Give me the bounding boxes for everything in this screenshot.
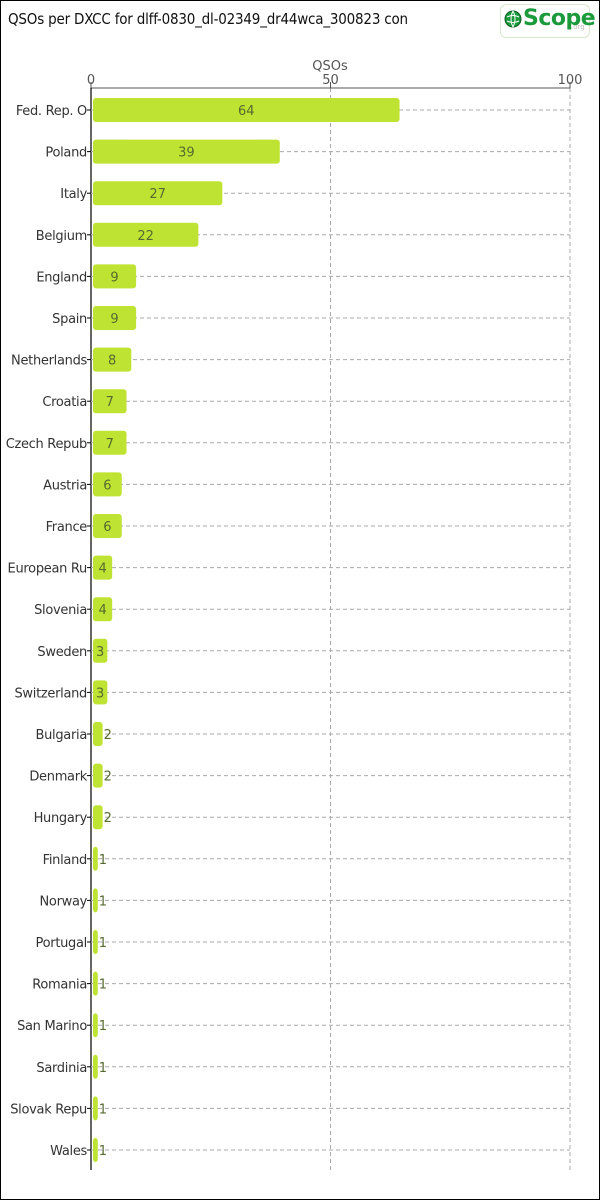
bar[interactable] xyxy=(93,763,103,788)
bar[interactable] xyxy=(93,347,132,372)
bar[interactable] xyxy=(93,638,108,663)
bars xyxy=(93,98,400,1162)
bar-value-label: 2 xyxy=(104,728,112,743)
category-label: Fed. Rep. O xyxy=(16,104,87,119)
bar-value-label: 1 xyxy=(99,1144,107,1159)
category-label: Portugal xyxy=(36,936,87,951)
x-axis-title: QSOs xyxy=(312,59,348,74)
logo-suffix: .org xyxy=(571,23,585,31)
category-label: England xyxy=(36,270,87,285)
x-tick-label: 0 xyxy=(87,73,95,88)
x-tick-label: 100 xyxy=(558,73,583,88)
bar[interactable] xyxy=(93,514,122,538)
bar[interactable] xyxy=(93,1138,98,1162)
bar-value-label: 9 xyxy=(110,312,118,327)
category-label: Norway xyxy=(39,894,87,909)
bar-value-label: 3 xyxy=(96,686,104,701)
category-label: Sweden xyxy=(37,645,87,660)
category-label: Romania xyxy=(32,978,87,993)
bar-value-label: 27 xyxy=(149,187,166,202)
bar-value-label: 1 xyxy=(99,978,107,993)
category-label: Switzerland xyxy=(14,686,87,701)
category-label: Belgium xyxy=(36,229,87,244)
category-label: Austria xyxy=(43,478,87,493)
bar-value-label: 64 xyxy=(238,104,255,119)
bar-value-label: 2 xyxy=(104,811,112,826)
bar-value-label: 22 xyxy=(137,229,154,244)
logo[interactable]: Scope .org xyxy=(500,4,596,38)
bar[interactable] xyxy=(93,472,122,497)
bar-value-label: 3 xyxy=(96,645,104,660)
category-label: Slovak Repu xyxy=(10,1102,87,1117)
bar-value-label: 8 xyxy=(108,354,116,369)
bar[interactable] xyxy=(93,430,127,455)
bar-value-label: 6 xyxy=(103,520,111,535)
category-label: Wales xyxy=(50,1144,87,1159)
bar[interactable] xyxy=(93,389,127,414)
category-label: Slovenia xyxy=(34,603,87,618)
bar[interactable] xyxy=(93,98,400,122)
bar[interactable] xyxy=(93,680,108,705)
bar-value-label: 6 xyxy=(103,478,111,493)
category-label: Denmark xyxy=(29,770,87,785)
bar-value-label: 1 xyxy=(99,894,107,909)
category-label: France xyxy=(46,520,88,535)
bar[interactable] xyxy=(93,1096,98,1121)
bar-value-label: 7 xyxy=(106,395,114,410)
bar-value-label: 7 xyxy=(106,437,114,452)
bar[interactable] xyxy=(93,264,137,289)
qrz-globe-icon xyxy=(504,10,522,28)
category-label: Italy xyxy=(60,187,87,202)
category-label: Croatia xyxy=(42,395,87,410)
bar-value-label: 9 xyxy=(110,270,118,285)
logo-text: Scope xyxy=(523,6,596,31)
bar-value-label: 4 xyxy=(98,562,106,577)
chart-title: QSOs per DXCC for dlff-0830_dl-02349_dr4… xyxy=(8,10,408,28)
bar[interactable] xyxy=(93,722,103,746)
category-label: Spain xyxy=(52,312,87,327)
category-label: San Marino xyxy=(17,1019,87,1034)
bar-value-label: 2 xyxy=(104,770,112,785)
bar[interactable] xyxy=(93,555,113,580)
category-label: Czech Repub xyxy=(6,437,87,452)
bar[interactable] xyxy=(93,139,280,164)
category-label: Poland xyxy=(45,146,87,161)
category-label: European Ru xyxy=(8,562,88,577)
bar-value-label: 1 xyxy=(99,1019,107,1034)
bar-value-label: 39 xyxy=(178,146,195,161)
bar[interactable] xyxy=(93,846,98,871)
category-label: Finland xyxy=(43,853,87,868)
bar-value-label: 4 xyxy=(98,603,106,618)
bar[interactable] xyxy=(93,805,103,830)
bar-value-label: 1 xyxy=(99,853,107,868)
bar[interactable] xyxy=(93,222,199,247)
bar-value-label: 1 xyxy=(99,936,107,951)
bar-value-label: 1 xyxy=(99,1102,107,1117)
bar[interactable] xyxy=(93,888,98,913)
bar-value-label: 1 xyxy=(99,1061,107,1076)
category-label: Netherlands xyxy=(11,354,87,369)
bar[interactable] xyxy=(93,306,137,330)
bar[interactable] xyxy=(93,181,223,206)
bar[interactable] xyxy=(93,1013,98,1038)
category-label: Hungary xyxy=(34,811,88,826)
category-label: Bulgaria xyxy=(35,728,87,743)
category-label: Sardinia xyxy=(36,1061,87,1076)
bar[interactable] xyxy=(93,930,98,954)
bar[interactable] xyxy=(93,1054,98,1079)
x-tick-label: 50 xyxy=(322,73,339,88)
bar[interactable] xyxy=(93,971,98,996)
bar[interactable] xyxy=(93,597,113,622)
